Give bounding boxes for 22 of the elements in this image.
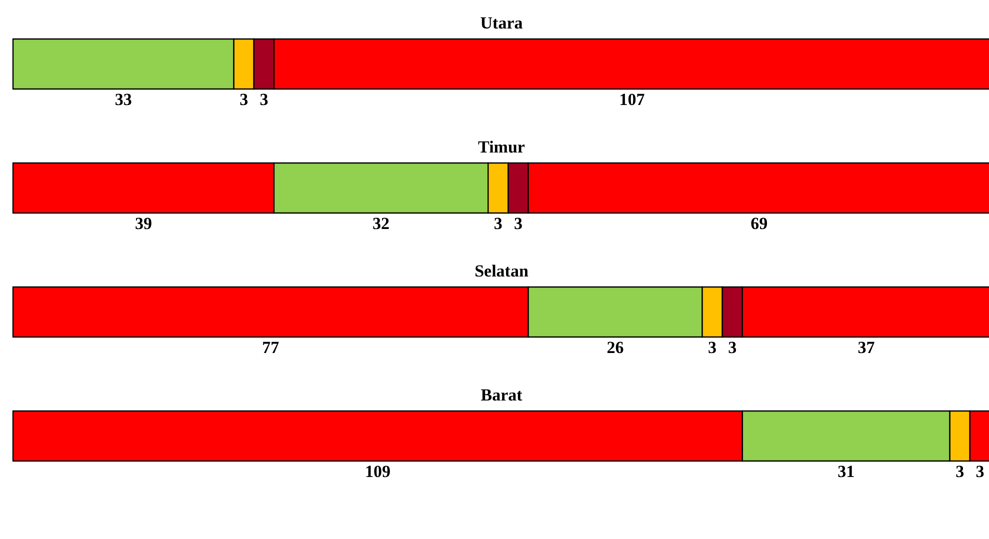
chart-title: Utara	[480, 13, 524, 32]
data-label: 77	[262, 338, 280, 357]
data-label: 32	[372, 214, 390, 233]
chart-title: Selatan	[474, 261, 529, 280]
chart-title: Barat	[480, 385, 523, 404]
data-label: 109	[364, 462, 390, 481]
data-label: 3	[956, 462, 964, 481]
data-label: 3	[240, 90, 248, 109]
data-label: 3	[260, 90, 268, 109]
data-label: 3	[728, 338, 737, 357]
data-label: 26	[606, 338, 624, 357]
data-label: 37	[858, 338, 876, 357]
data-label: 3	[514, 214, 522, 233]
data-label: 107	[619, 90, 646, 109]
data-label: 3	[976, 462, 984, 481]
data-label: 31	[838, 462, 855, 481]
data-label: 33	[114, 90, 132, 109]
data-label: 69	[750, 214, 768, 233]
data-label: 3	[708, 338, 717, 357]
data-label: 3	[494, 214, 502, 233]
data-label: 39	[134, 214, 152, 233]
chart-title: Timur	[478, 137, 526, 156]
